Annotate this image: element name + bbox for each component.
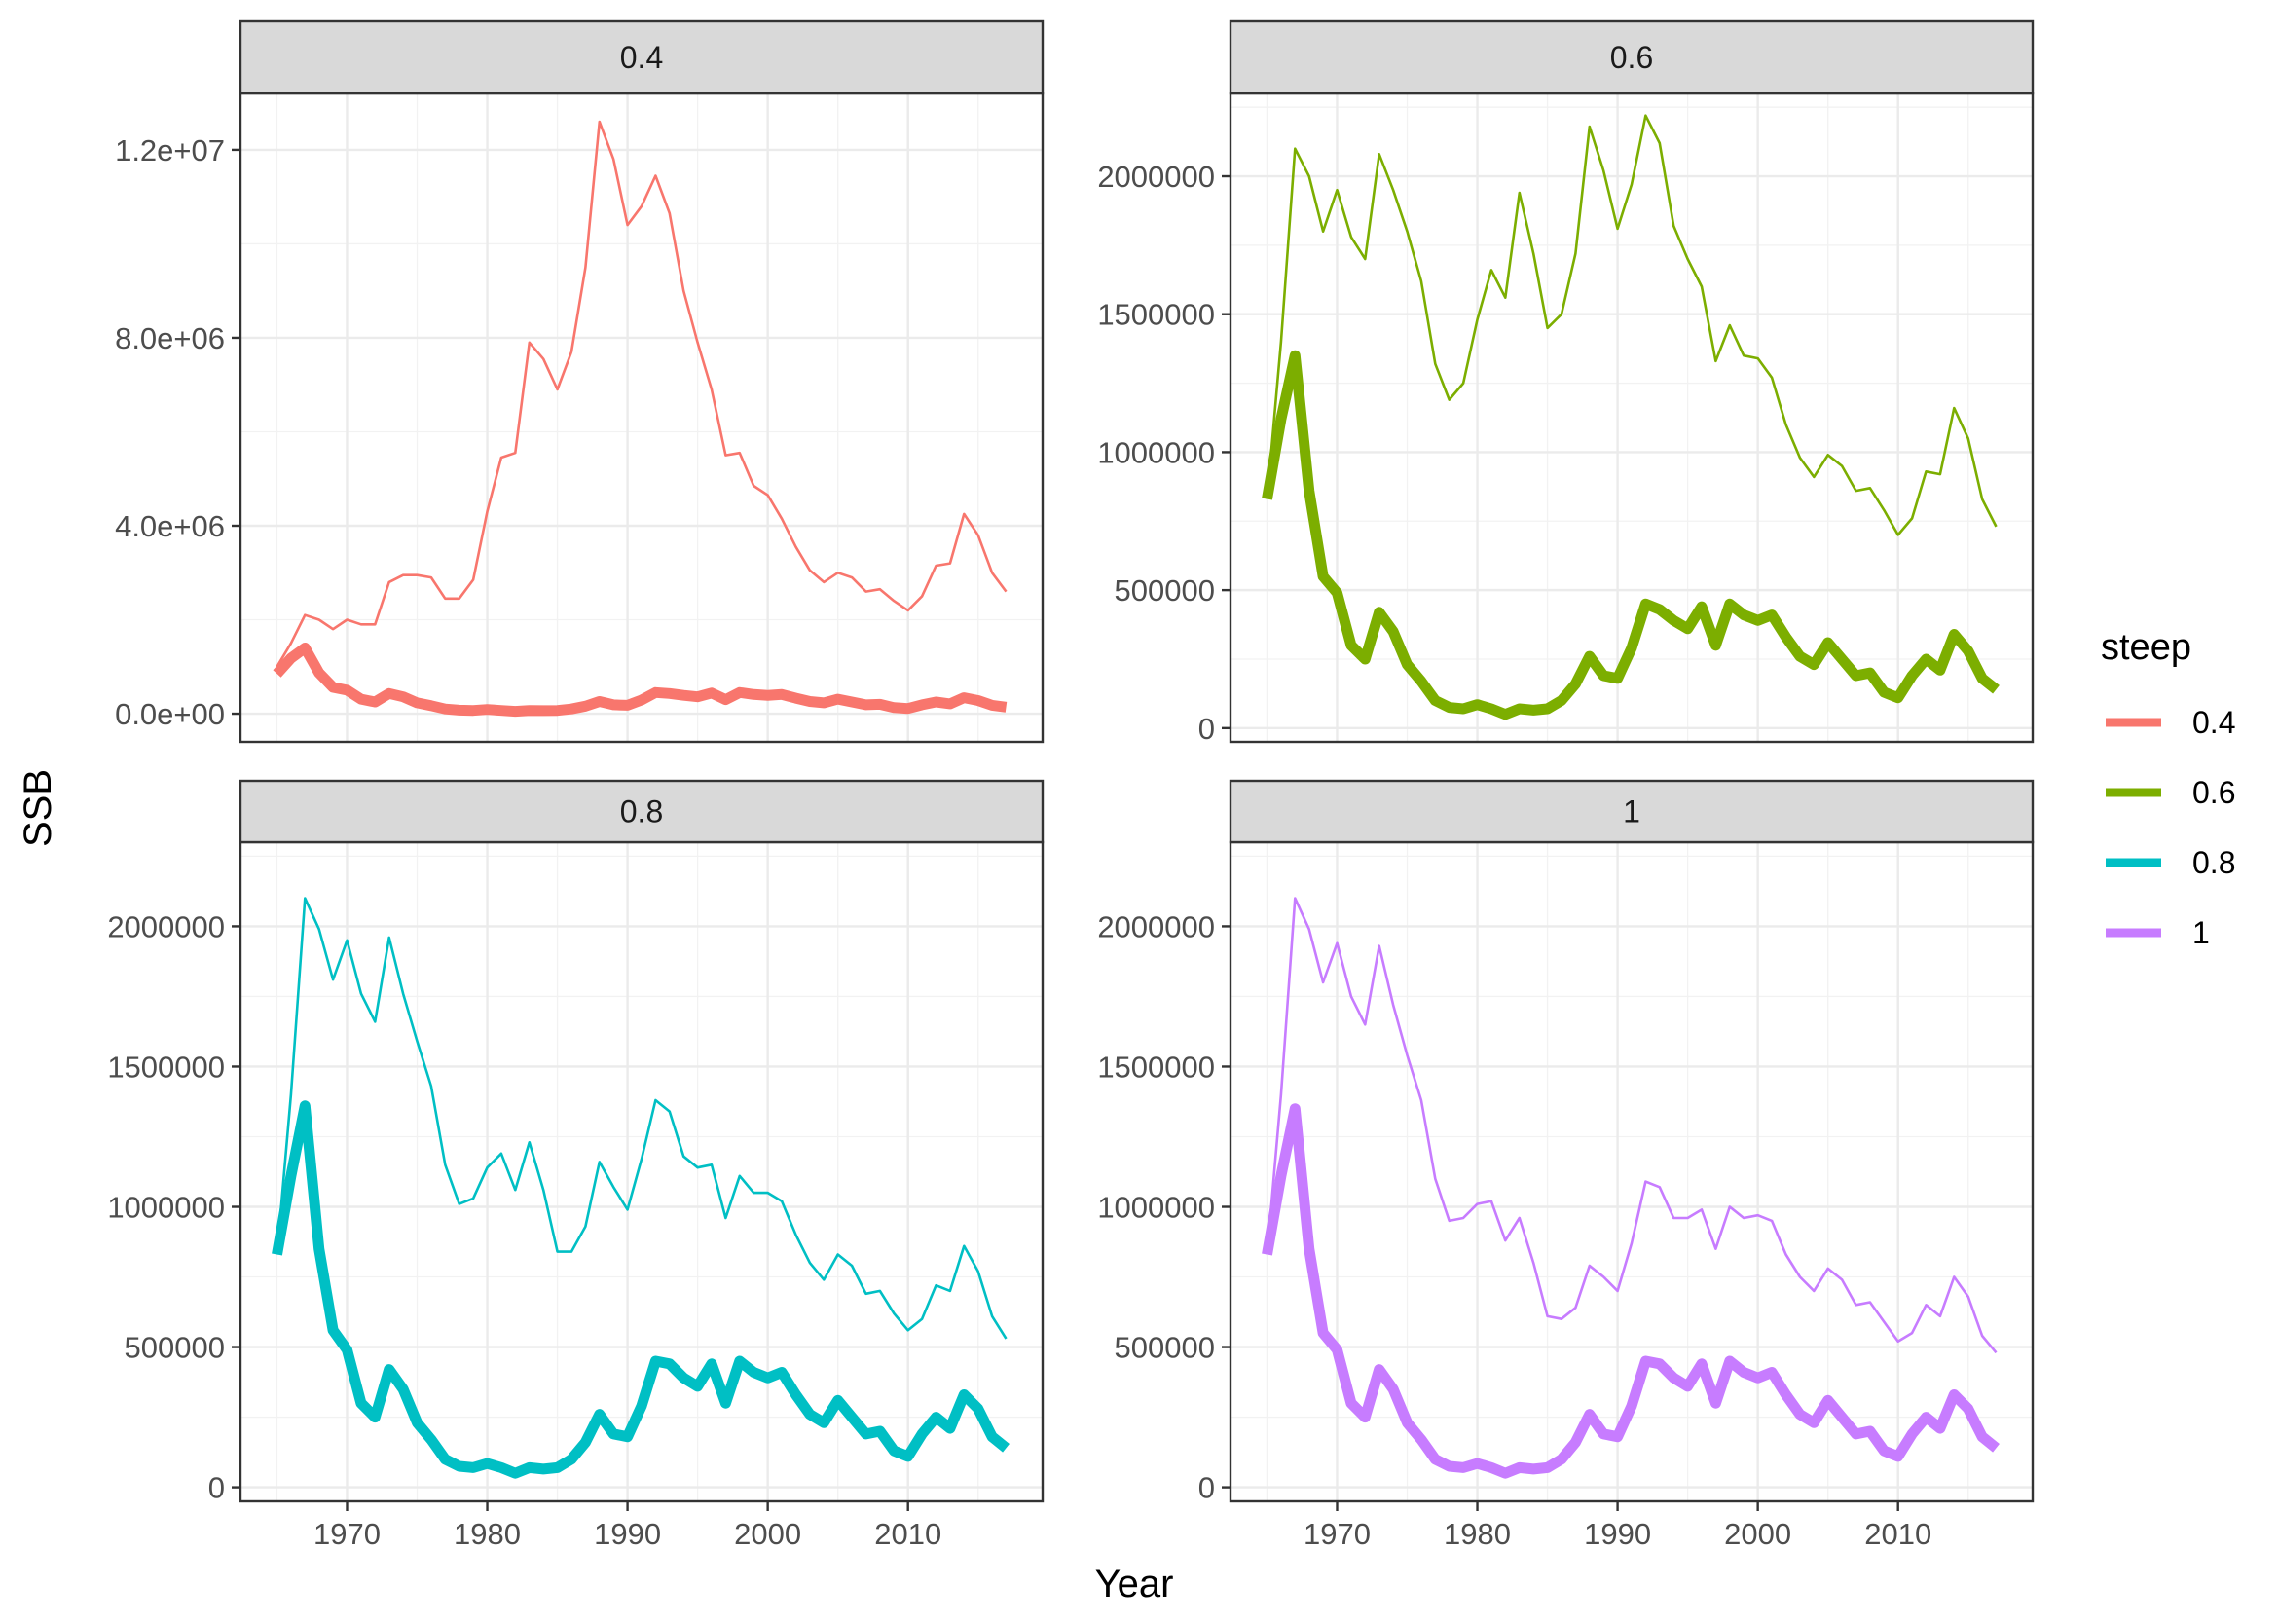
y-tick-label: 1000000 bbox=[1097, 1191, 1215, 1225]
facet-0.4: 0.4 0.0e+00 4.0e+06 8.0e+06 1.2e+07 bbox=[115, 19, 1045, 744]
legend-entry-0.8: 0.8 bbox=[2106, 845, 2235, 880]
legend-entry-0.4: 0.4 bbox=[2106, 705, 2235, 740]
legend-label: 1 bbox=[2192, 915, 2210, 950]
series-line-thin bbox=[276, 120, 1008, 668]
y-tick-label: 1000000 bbox=[1097, 435, 1215, 469]
y-tick-label: 0.0e+00 bbox=[115, 697, 225, 731]
x-tick-label: 2000 bbox=[1724, 1517, 1791, 1551]
legend-label: 0.6 bbox=[2192, 775, 2235, 810]
series-line-thin bbox=[1266, 897, 1998, 1354]
series-line-thick bbox=[273, 643, 1008, 718]
y-tick-label: 8.0e+06 bbox=[115, 321, 225, 355]
x-tick-label: 1980 bbox=[1444, 1517, 1511, 1551]
y-tick-label: 0 bbox=[1198, 1471, 1215, 1505]
y-tick-label: 1500000 bbox=[1097, 298, 1215, 332]
legend-label: 0.8 bbox=[2192, 845, 2235, 880]
series-line-thick bbox=[1262, 350, 2000, 720]
panel-background bbox=[240, 93, 1043, 742]
y-axis-title: SSB bbox=[17, 769, 59, 847]
legend-label: 0.4 bbox=[2192, 705, 2235, 740]
series-line-thick bbox=[1262, 1103, 2000, 1479]
y-tick-label: 1500000 bbox=[1097, 1050, 1215, 1084]
x-tick-label: 1990 bbox=[1584, 1517, 1651, 1551]
facet-strip-label: 1 bbox=[1623, 794, 1640, 830]
facet-panels: 0.4 0.0e+00 4.0e+06 8.0e+06 1.2e+07 0.6 0 50000… bbox=[107, 19, 2035, 1551]
x-tick-label: 1980 bbox=[454, 1517, 521, 1551]
y-tick-label: 500000 bbox=[125, 1331, 225, 1365]
x-tick-label: 2000 bbox=[734, 1517, 801, 1551]
legend-entry-0.6: 0.6 bbox=[2106, 775, 2235, 810]
legend-entry-1: 1 bbox=[2106, 915, 2210, 950]
y-tick-label: 2000000 bbox=[1097, 909, 1215, 943]
y-tick-label: 1500000 bbox=[107, 1050, 225, 1084]
y-tick-label: 500000 bbox=[1115, 1331, 1215, 1365]
x-tick-label: 1990 bbox=[594, 1517, 661, 1551]
x-axis-title: Year bbox=[1095, 1563, 1174, 1606]
y-tick-label: 1.2e+07 bbox=[115, 133, 225, 167]
legend: steep 0.4 0.6 0.8 1 bbox=[2101, 627, 2235, 950]
x-tick-label: 1970 bbox=[313, 1517, 381, 1551]
y-tick-label: 500000 bbox=[1115, 573, 1215, 608]
facet-0.8: 0.8 0 500000 1000000 1500000 2000000 1970 1980 1… bbox=[107, 779, 1045, 1551]
facet-0.6: 0.6 0 500000 1000000 1500000 2000000 bbox=[1097, 19, 2035, 746]
facet-strip-label: 0.8 bbox=[620, 794, 663, 830]
y-tick-label: 1000000 bbox=[107, 1191, 225, 1225]
facet-1: 1 0 500000 1000000 1500000 2000000 1970 1980 199… bbox=[1097, 779, 2035, 1551]
y-tick-label: 0 bbox=[1198, 712, 1215, 746]
y-tick-label: 4.0e+06 bbox=[115, 509, 225, 543]
facet-strip-label: 0.6 bbox=[1610, 40, 1653, 75]
facet-strip bbox=[1229, 779, 2035, 844]
x-tick-label: 2010 bbox=[1864, 1517, 1931, 1551]
y-tick-label: 2000000 bbox=[107, 909, 225, 943]
facet-strip bbox=[239, 779, 1045, 844]
facet-strip bbox=[1229, 19, 2035, 95]
facet-strip bbox=[239, 19, 1045, 95]
x-tick-label: 2010 bbox=[874, 1517, 941, 1551]
series-line-thick bbox=[272, 1100, 1010, 1479]
series-line-thin bbox=[276, 897, 1008, 1340]
x-tick-label: 1970 bbox=[1304, 1517, 1371, 1551]
y-tick-label: 0 bbox=[208, 1471, 225, 1505]
facet-strip-label: 0.4 bbox=[620, 40, 663, 75]
legend-title: steep bbox=[2101, 627, 2191, 668]
y-tick-label: 2000000 bbox=[1097, 160, 1215, 194]
series-line-thin bbox=[1266, 114, 1998, 536]
